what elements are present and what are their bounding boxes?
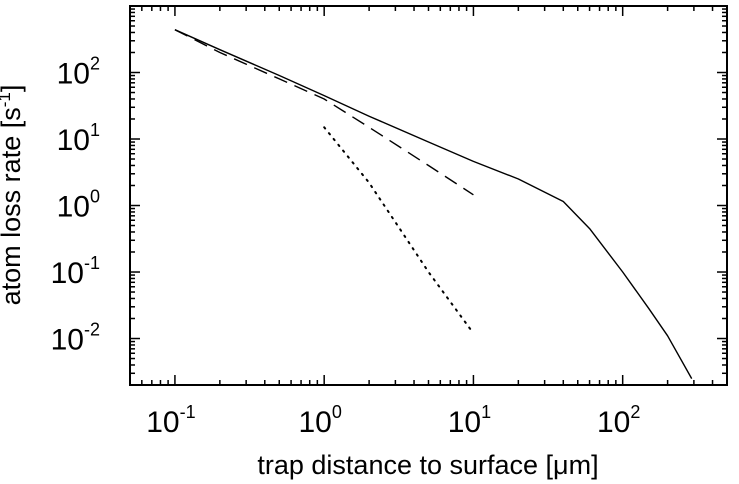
y-axis-label-close: ] xyxy=(0,85,26,93)
y-tick-label: 101 xyxy=(57,120,100,157)
y-tick-base: 10 xyxy=(57,58,90,91)
x-tick-base: 10 xyxy=(146,406,179,439)
x-tick-base: 10 xyxy=(597,406,630,439)
series-line-dotted xyxy=(323,126,475,335)
series-line-solid xyxy=(174,29,693,379)
y-tick-base: 10 xyxy=(51,324,84,357)
y-tick-exponent: 1 xyxy=(90,120,100,140)
y-axis-label-main: atom loss rate [s xyxy=(0,107,26,305)
y-tick-base: 10 xyxy=(57,124,90,157)
y-tick-label: 10-2 xyxy=(51,320,100,357)
y-tick-base: 10 xyxy=(51,257,84,290)
x-tick-label: 102 xyxy=(597,402,640,439)
y-axis-label-exp: -1 xyxy=(0,92,14,107)
x-tick-exponent: -1 xyxy=(180,402,196,422)
x-tick-labels: 10-1 100 101 102 xyxy=(146,402,640,439)
y-tick-label: 10-1 xyxy=(51,253,100,290)
y-tick-exponent: -1 xyxy=(84,253,100,273)
data-series xyxy=(174,29,693,379)
y-tick-base: 10 xyxy=(57,191,90,224)
y-tick-label: 100 xyxy=(57,187,100,224)
x-tick-label: 100 xyxy=(298,402,341,439)
y-tick-label: 102 xyxy=(57,54,100,91)
x-tick-exponent: 0 xyxy=(332,402,342,422)
plot-frame xyxy=(129,5,728,386)
y-tick-exponent: 0 xyxy=(90,187,100,207)
x-axis-label: trap distance to surface [μm] xyxy=(257,450,598,480)
x-tick-base: 10 xyxy=(298,406,331,439)
x-tick-label: 10-1 xyxy=(146,402,195,439)
x-tick-label: 101 xyxy=(448,402,491,439)
series-line-dashed xyxy=(174,29,474,196)
y-tick-exponent: 2 xyxy=(90,54,100,74)
y-axis-label: atom loss rate [s-1] xyxy=(0,85,26,306)
y-tick-exponent: -2 xyxy=(84,320,100,340)
x-tick-exponent: 1 xyxy=(481,402,491,422)
x-tick-exponent: 2 xyxy=(630,402,640,422)
axis-ticks xyxy=(129,6,728,386)
x-tick-base: 10 xyxy=(448,406,481,439)
